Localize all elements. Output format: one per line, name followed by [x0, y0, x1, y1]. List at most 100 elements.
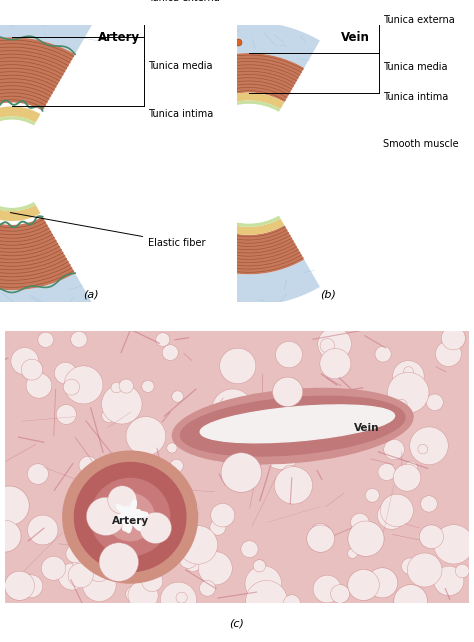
Circle shape [169, 496, 199, 525]
Circle shape [396, 399, 407, 411]
Circle shape [172, 391, 183, 402]
Circle shape [56, 404, 76, 424]
Circle shape [27, 464, 48, 484]
Circle shape [68, 563, 93, 587]
Circle shape [66, 544, 84, 563]
Circle shape [348, 521, 384, 557]
Circle shape [221, 453, 262, 492]
Circle shape [307, 388, 324, 404]
Circle shape [63, 451, 198, 583]
Circle shape [139, 512, 172, 544]
Text: Artery: Artery [98, 31, 139, 44]
Circle shape [365, 489, 379, 502]
Circle shape [0, 486, 29, 525]
Circle shape [384, 439, 404, 460]
Circle shape [434, 566, 464, 596]
Circle shape [352, 408, 370, 425]
Circle shape [367, 568, 398, 598]
Circle shape [21, 359, 43, 380]
Ellipse shape [200, 405, 394, 443]
Circle shape [5, 571, 35, 600]
Circle shape [115, 522, 152, 558]
Circle shape [394, 585, 428, 618]
Ellipse shape [173, 388, 413, 464]
Circle shape [126, 586, 143, 603]
Circle shape [111, 382, 122, 393]
Circle shape [156, 333, 170, 347]
Circle shape [108, 486, 137, 514]
Polygon shape [0, 107, 40, 221]
Circle shape [87, 544, 110, 567]
Circle shape [394, 585, 428, 618]
Text: Endothelium: Endothelium [0, 641, 1, 642]
Circle shape [185, 557, 201, 571]
Circle shape [27, 515, 58, 545]
Wedge shape [190, 105, 279, 223]
Circle shape [41, 557, 66, 580]
Circle shape [441, 326, 465, 350]
Circle shape [420, 496, 438, 512]
Circle shape [238, 461, 255, 477]
Circle shape [0, 520, 21, 552]
Circle shape [392, 361, 424, 392]
Circle shape [178, 526, 218, 564]
Circle shape [0, 486, 29, 525]
Circle shape [176, 592, 187, 603]
Circle shape [91, 478, 170, 556]
Circle shape [403, 367, 413, 376]
Circle shape [318, 327, 351, 361]
Polygon shape [0, 37, 75, 290]
Circle shape [418, 444, 428, 454]
Text: Vasa vasorum: Vasa vasorum [0, 641, 1, 642]
Circle shape [21, 359, 43, 380]
Circle shape [253, 560, 265, 572]
Circle shape [419, 525, 444, 549]
Text: Tunica intima: Tunica intima [148, 109, 213, 119]
Circle shape [377, 575, 392, 589]
Circle shape [11, 347, 38, 375]
Circle shape [219, 348, 256, 384]
Circle shape [456, 564, 469, 578]
Circle shape [99, 542, 138, 582]
Circle shape [377, 501, 406, 529]
Text: Tunica media: Tunica media [148, 61, 213, 71]
Circle shape [160, 582, 197, 618]
Text: External elastic
membrane: External elastic membrane [0, 641, 1, 642]
Circle shape [0, 520, 21, 552]
Circle shape [283, 465, 297, 480]
Circle shape [307, 525, 335, 552]
Circle shape [288, 402, 299, 412]
Circle shape [320, 338, 335, 353]
Circle shape [211, 503, 235, 527]
Circle shape [375, 346, 391, 362]
Circle shape [99, 542, 138, 582]
Polygon shape [138, 53, 304, 274]
Text: (a): (a) [83, 289, 99, 299]
Text: (c): (c) [229, 619, 245, 629]
Circle shape [388, 406, 400, 418]
Circle shape [162, 345, 178, 360]
Circle shape [275, 342, 302, 368]
Circle shape [261, 429, 301, 469]
Circle shape [212, 389, 253, 429]
Circle shape [426, 394, 443, 410]
Circle shape [331, 585, 350, 603]
Circle shape [128, 581, 158, 611]
Circle shape [307, 525, 335, 552]
Circle shape [391, 415, 403, 427]
Circle shape [313, 575, 341, 603]
Circle shape [123, 539, 162, 577]
Circle shape [71, 331, 87, 347]
Circle shape [64, 366, 103, 404]
Polygon shape [0, 0, 95, 329]
Circle shape [126, 417, 166, 455]
Circle shape [348, 521, 384, 557]
Circle shape [73, 500, 105, 532]
Circle shape [221, 453, 262, 492]
Text: Internal elastic
membrane: Internal elastic membrane [0, 641, 1, 642]
Circle shape [273, 377, 303, 406]
Circle shape [82, 569, 116, 602]
Circle shape [102, 408, 116, 422]
Circle shape [179, 551, 198, 568]
Text: Artery: Artery [111, 516, 149, 526]
